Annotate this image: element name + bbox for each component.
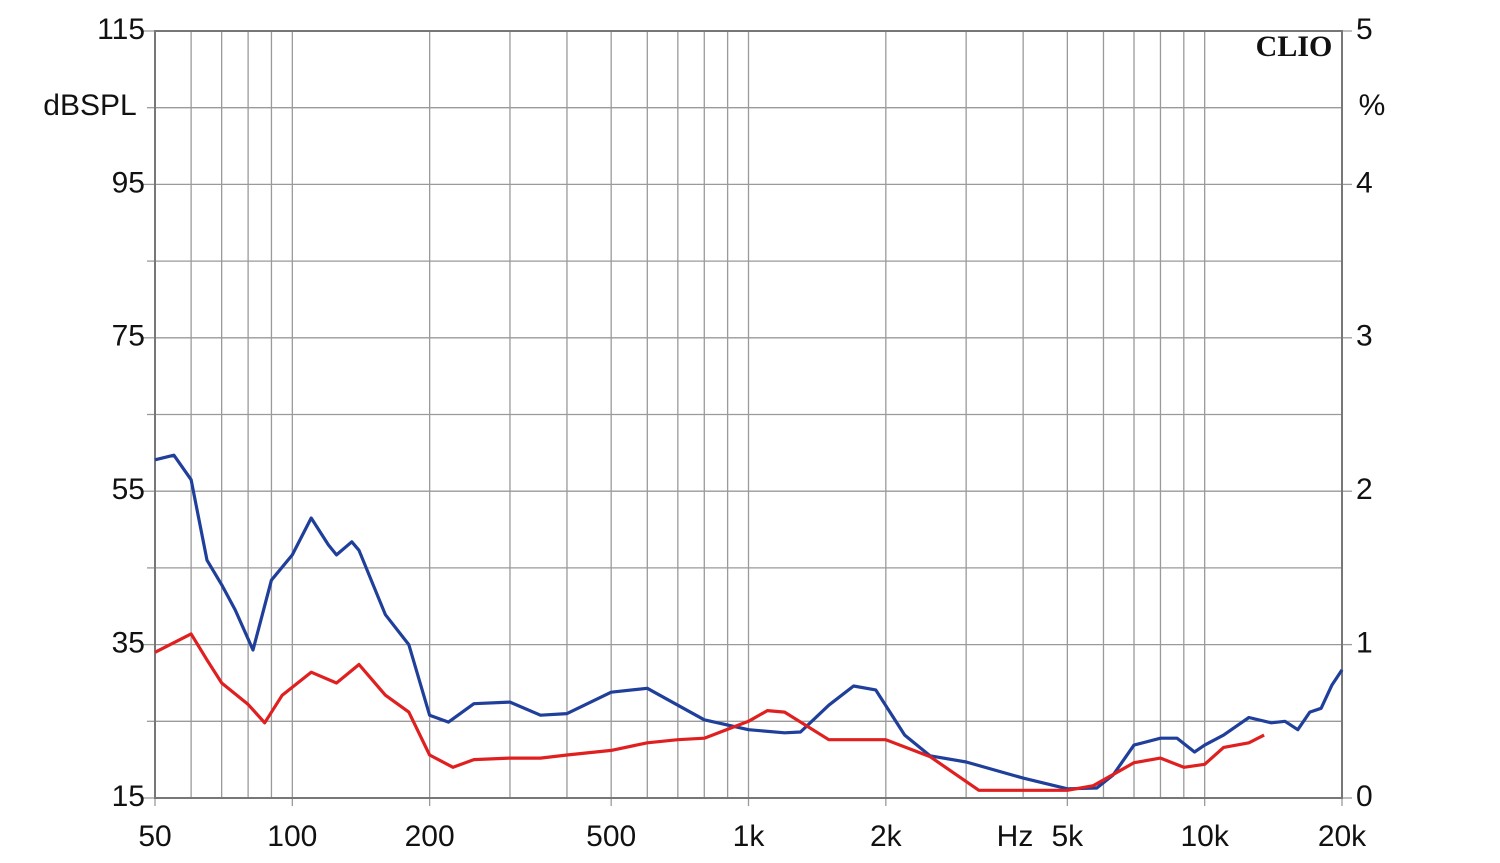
x-axis-label: Hz: [997, 820, 1034, 853]
y-tick-label: 35: [112, 627, 145, 660]
x-tick-label: 2k: [870, 820, 903, 853]
data-line: [154, 632, 1265, 792]
data-line: [154, 453, 1344, 791]
x-tick-label: 200: [405, 820, 455, 853]
y-tick-label: 15: [112, 780, 145, 813]
y2-tick-label: 1: [1356, 627, 1373, 660]
plot-frame: [154, 30, 1343, 799]
y-tick-label: 75: [112, 320, 145, 353]
y2-tick-label: 0: [1356, 780, 1373, 813]
y2-axis-label: %: [1359, 89, 1386, 122]
x-tick-label: 10k: [1180, 820, 1229, 853]
plot: 15 35 55 75 95 115 0 1 2 3 4 5 50 100 200 500 1k 2k 5k 10k 2…: [97, 13, 1373, 853]
y2-tick-label: 5: [1356, 13, 1373, 46]
y-tick-label: 55: [112, 473, 145, 506]
x-tick-label: 100: [267, 820, 317, 853]
y-tick-label: 95: [112, 166, 145, 199]
x-tick-label: 5k: [1052, 820, 1085, 853]
brand: CLIO: [1256, 30, 1333, 63]
y-tick-label: 115: [97, 13, 145, 46]
y2-tick-label: 3: [1356, 320, 1373, 353]
x-tick-label: 1k: [733, 820, 766, 853]
y2-tick-label: 4: [1356, 166, 1373, 199]
x-tick-label: 20k: [1318, 820, 1367, 853]
y2-tick-label: 2: [1356, 473, 1373, 506]
x-tick-label: 50: [138, 820, 171, 853]
y-axis-label: dBSPL: [43, 89, 136, 122]
x-tick-label: 500: [586, 820, 636, 853]
